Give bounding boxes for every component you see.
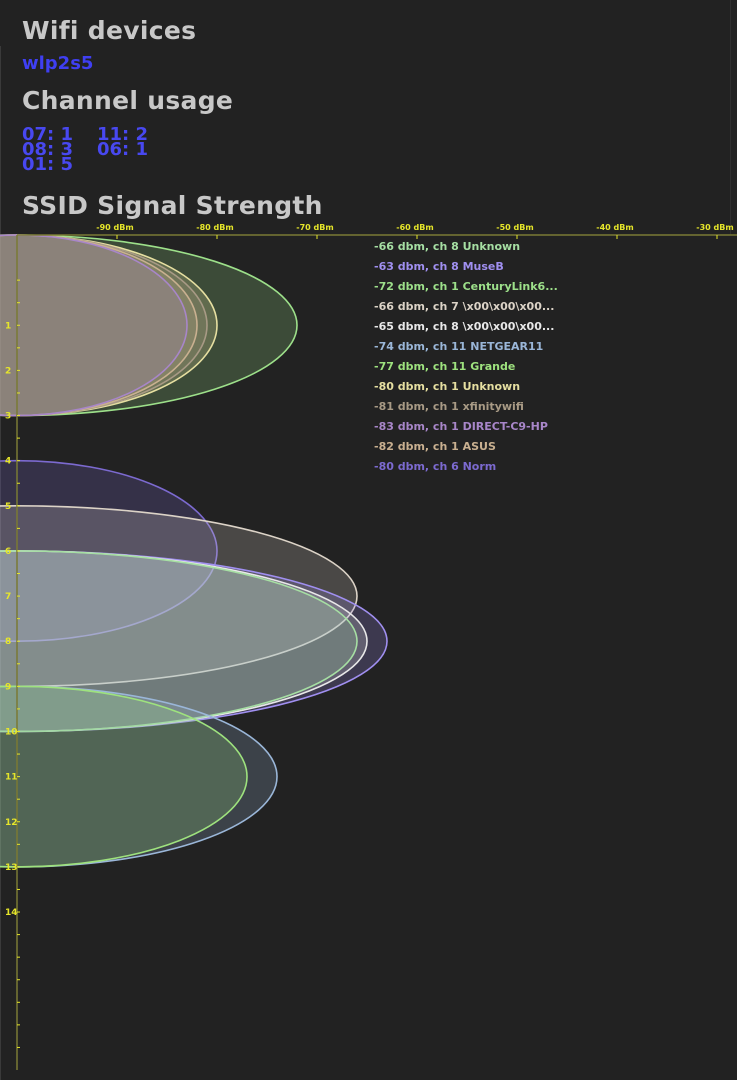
y-tick-label: 3 — [5, 412, 11, 422]
x-tick-label: -80 dBm — [196, 223, 233, 232]
y-tick-label: 5 — [5, 502, 11, 512]
channel-usage-entry: 07: 1 — [22, 124, 74, 145]
y-tick-label: 11 — [5, 773, 18, 783]
wifi-devices-heading: Wifi devices — [22, 16, 197, 45]
legend-item: -74 dbm, ch 11 NETGEAR11 — [374, 340, 543, 353]
y-tick-label: 4 — [5, 457, 11, 467]
channel-usage-entry: 08: 3 — [22, 139, 74, 160]
legend-item: -80 dbm, ch 6 Norm — [374, 460, 496, 473]
right-border — [730, 0, 731, 235]
legend-item: -80 dbm, ch 1 Unknown — [374, 380, 520, 393]
legend-item: -83 dbm, ch 1 DIRECT-C9-HP — [374, 420, 548, 433]
legend-item: -66 dbm, ch 7 \x00\x00\x00... — [374, 300, 554, 313]
channel-usage-entry: 11: 2 — [97, 124, 149, 145]
channel-usage-entry: 06: 1 — [97, 139, 149, 160]
y-tick-label: 6 — [5, 547, 11, 557]
y-tick-label: 8 — [5, 637, 11, 647]
legend-item: -66 dbm, ch 8 Unknown — [374, 240, 520, 253]
legend-item: -81 dbm, ch 1 xfinitywifi — [374, 400, 524, 413]
x-tick-label: -60 dBm — [396, 223, 433, 232]
chart-axes: -90 dBm -80 dBm -70 dBm -60 dBm -50 dBm -40 d… — [5, 223, 737, 1070]
x-tick-label: -30 dBm — [696, 223, 733, 232]
x-tick-label: -50 dBm — [496, 223, 533, 232]
x-tick-label: -40 dBm — [596, 223, 633, 232]
channel-usage-entry: 01: 5 — [22, 154, 74, 175]
left-border — [0, 46, 1, 1080]
y-tick-label: 9 — [5, 682, 11, 692]
legend-item: -65 dbm, ch 8 \x00\x00\x00... — [374, 320, 554, 333]
y-tick-label: 10 — [5, 727, 18, 737]
legend-item: -82 dbm, ch 1 ASUS — [374, 440, 496, 453]
x-tick-label: -70 dBm — [296, 223, 333, 232]
x-tick-label: -90 dBm — [96, 223, 133, 232]
y-tick-label: 14 — [5, 908, 18, 918]
y-tick-label: 12 — [5, 818, 18, 828]
signal-ellipses — [0, 234, 388, 868]
y-tick-label: 7 — [5, 592, 11, 602]
y-tick-label: 1 — [5, 321, 11, 331]
legend-item: -63 dbm, ch 8 MuseB — [374, 260, 504, 273]
device-interface-link[interactable]: wlp2s5 — [22, 53, 94, 74]
legend-item: -77 dbm, ch 11 Grande — [374, 360, 515, 373]
legend-item: -72 dbm, ch 1 CenturyLink6... — [374, 280, 558, 293]
y-tick-label: 13 — [5, 863, 18, 873]
signal-strength-chart: -90 dBm -80 dBm -70 dBm -60 dBm -50 dBm -40 d… — [0, 223, 737, 1070]
channel-usage-heading: Channel usage — [22, 86, 234, 115]
y-tick-label: 2 — [5, 366, 11, 376]
ssid-signal-heading: SSID Signal Strength — [22, 191, 323, 220]
chart-legend: -66 dbm, ch 8 Unknown -63 dbm, ch 8 MuseB… — [374, 240, 558, 473]
